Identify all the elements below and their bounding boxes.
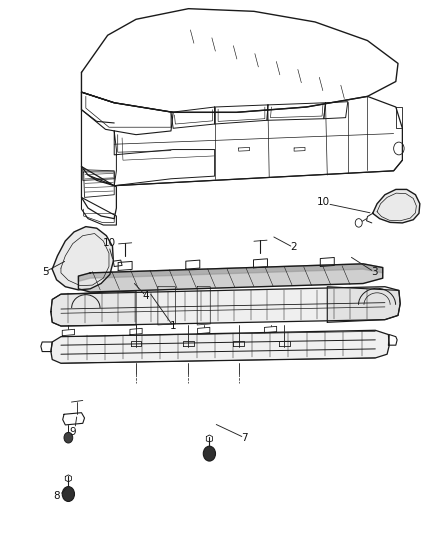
Text: 9: 9 xyxy=(69,427,76,438)
Polygon shape xyxy=(78,264,383,292)
Polygon shape xyxy=(78,264,383,281)
Text: 4: 4 xyxy=(142,290,149,301)
Text: 3: 3 xyxy=(371,267,377,277)
Circle shape xyxy=(203,446,215,461)
Polygon shape xyxy=(51,287,400,326)
Circle shape xyxy=(62,487,74,502)
Polygon shape xyxy=(52,227,113,290)
Text: 5: 5 xyxy=(42,267,49,277)
Text: 10: 10 xyxy=(102,238,116,247)
Text: 2: 2 xyxy=(290,243,297,252)
Text: 7: 7 xyxy=(241,433,247,443)
Text: 8: 8 xyxy=(53,491,60,501)
Polygon shape xyxy=(51,291,136,326)
Polygon shape xyxy=(327,287,400,322)
Polygon shape xyxy=(373,189,420,223)
Text: 10: 10 xyxy=(316,197,329,207)
Polygon shape xyxy=(51,330,389,364)
Circle shape xyxy=(64,432,73,443)
Text: 1: 1 xyxy=(170,321,177,331)
